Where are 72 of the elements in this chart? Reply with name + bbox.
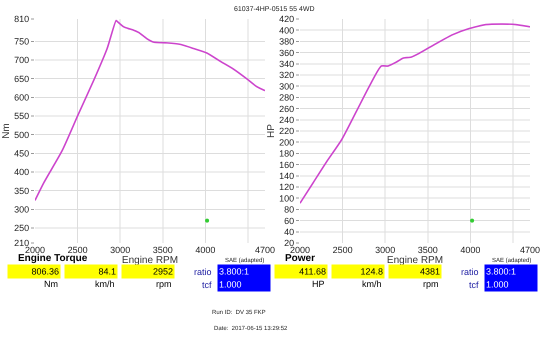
y-tick-label: 360 — [279, 48, 294, 58]
text: 1.000 — [219, 280, 242, 290]
x-tick-label: 3500 — [418, 245, 438, 255]
y-tick-label: 80 — [284, 204, 294, 215]
y-tick-label: 300 — [14, 204, 30, 215]
y-tick-label: 350 — [14, 186, 30, 196]
x-tick-label: 4700 — [254, 245, 276, 255]
text: tcf — [469, 280, 479, 290]
text: ratio — [194, 267, 212, 277]
text: 124.8 — [360, 266, 383, 276]
x-tick-label: 2000 — [24, 245, 46, 255]
y-tick-label: 810 — [14, 14, 30, 24]
x-tick-label: 3000 — [110, 245, 130, 255]
x-axis-title: Engine RPM — [386, 255, 444, 266]
x-tick-label: 4000 — [460, 245, 480, 255]
text: 4381 — [420, 266, 440, 276]
y-tick-label: 280 — [279, 92, 294, 103]
text: 3.800:1 — [486, 266, 516, 276]
x-tick-label: 4700 — [520, 245, 540, 255]
text: km/h — [362, 279, 382, 289]
text: tcf — [202, 280, 212, 290]
text: rpm — [423, 279, 438, 289]
text: 2952 — [152, 266, 173, 276]
text: Nm — [44, 279, 58, 289]
y-tick-label: 450 — [14, 148, 30, 159]
y-tick-label: 100 — [279, 193, 294, 204]
y-tick-label: 200 — [279, 137, 294, 148]
x-tick-label: 4000 — [195, 245, 216, 255]
text: 806.36 — [31, 266, 59, 276]
y-tick-label: 250 — [14, 223, 30, 234]
line-series — [300, 23, 530, 204]
y-tick-label: 550 — [14, 111, 30, 122]
y-tick-label: 220 — [279, 126, 294, 136]
line-series — [35, 20, 265, 202]
text: rpm — [156, 279, 172, 289]
y-tick-label: 700 — [14, 55, 30, 66]
y-tick-label: 750 — [14, 36, 30, 47]
x-tick-label: 3500 — [152, 245, 173, 255]
x-axis-title: Engine RPM — [122, 255, 178, 266]
text: 411.68 — [299, 266, 326, 276]
y-tick-label: 300 — [279, 81, 294, 92]
text: HP — [312, 279, 325, 289]
y-tick-label: 380 — [279, 36, 294, 47]
text: ratio — [461, 267, 479, 277]
text: 84.1 — [98, 266, 116, 276]
text: 1.000 — [486, 280, 509, 290]
y-tick-label: 160 — [279, 160, 294, 170]
y-tick-label: 400 — [14, 167, 30, 178]
y-axis-title: HP — [266, 124, 278, 138]
y-axis-title: Nm — [1, 123, 12, 139]
x-tick-label: 2500 — [68, 245, 88, 255]
y-tick-label: 120 — [279, 182, 294, 192]
y-tick-label: 400 — [279, 25, 294, 36]
y-tick-label: 420 — [279, 14, 294, 24]
text: km/h — [95, 279, 115, 289]
y-tick-label: 240 — [279, 114, 294, 125]
y-tick-label: 140 — [279, 170, 294, 181]
text: Engine Torque — [18, 253, 88, 264]
x-tick-label: 3000 — [375, 245, 396, 255]
y-tick-label: 40 — [284, 226, 294, 237]
y-tick-label: 260 — [279, 104, 294, 114]
text: Power — [285, 253, 316, 264]
y-tick-label: 180 — [279, 148, 294, 159]
x-tick-label: 2500 — [332, 245, 353, 255]
y-tick-label: 600 — [14, 92, 30, 103]
x-tick-label: 2000 — [290, 245, 310, 255]
y-tick-label: 320 — [279, 70, 294, 80]
y-tick-label: 500 — [14, 130, 30, 140]
y-tick-label: 60 — [284, 216, 294, 226]
text: 3.800:1 — [219, 266, 250, 276]
y-tick-label: 650 — [14, 74, 30, 84]
y-tick-label: 340 — [279, 58, 294, 69]
